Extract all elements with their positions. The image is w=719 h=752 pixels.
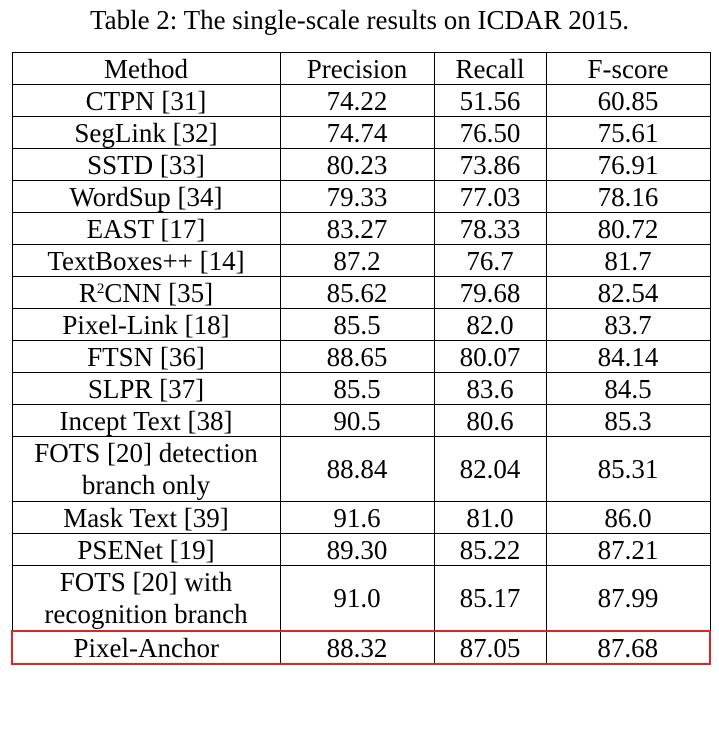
fscore-cell: 60.85	[545, 84, 711, 117]
method-line-2: recognition branch	[44, 599, 248, 629]
recall-cell: 82.04	[433, 436, 547, 502]
fscore-cell: 75.61	[545, 116, 711, 149]
precision-cell: 80.23	[279, 148, 435, 181]
fscore-cell: 84.14	[545, 340, 711, 373]
table-row: Mask Text [39] 91.6 81.0 86.0	[11, 501, 711, 534]
method-cell: EAST [17]	[11, 212, 281, 245]
recall-cell: 87.05	[433, 630, 547, 665]
recall-cell: 73.86	[433, 148, 547, 181]
method-line-1: FOTS [20] with	[59, 567, 233, 597]
recall-cell: 76.50	[433, 116, 547, 149]
column-header-fscore: F-score	[545, 52, 711, 85]
method-cell: Incept Text [38]	[11, 404, 281, 437]
precision-cell: 87.2	[279, 244, 435, 277]
precision-cell: 85.5	[279, 372, 435, 405]
table-row: Pixel-Link [18] 85.5 82.0 83.7	[11, 308, 711, 341]
precision-cell: 74.22	[279, 84, 435, 117]
recall-cell: 76.7	[433, 244, 547, 277]
precision-cell: 88.65	[279, 340, 435, 373]
column-header-precision: Precision	[279, 52, 435, 85]
recall-cell: 77.03	[433, 180, 547, 213]
fscore-cell: 83.7	[545, 308, 711, 341]
table-caption: Table 2: The single-scale results on ICD…	[89, 5, 629, 35]
table-row: SLPR [37] 85.5 83.6 84.5	[11, 372, 711, 405]
method-prefix: R	[78, 277, 97, 308]
method-cell: FTSN [36]	[11, 340, 281, 373]
method-cell: FOTS [20] with recognition branch	[11, 565, 281, 632]
recall-cell: 85.22	[433, 533, 547, 566]
precision-cell: 74.74	[279, 116, 435, 149]
precision-cell: 90.5	[279, 404, 435, 437]
precision-cell: 89.30	[279, 533, 435, 566]
fscore-cell: 85.31	[545, 436, 711, 502]
method-cell: Mask Text [39]	[11, 501, 281, 534]
precision-cell: 88.32	[279, 630, 435, 665]
fscore-cell: 80.72	[545, 212, 711, 245]
fscore-cell: 81.7	[545, 244, 711, 277]
precision-cell: 88.84	[279, 436, 435, 502]
method-cell: SSTD [33]	[11, 148, 281, 181]
recall-cell: 80.07	[433, 340, 547, 373]
precision-cell: 85.62	[279, 276, 435, 309]
precision-cell: 85.5	[279, 308, 435, 341]
method-cell: CTPN [31]	[11, 84, 281, 117]
method-cell: SLPR [37]	[11, 372, 281, 405]
recall-cell: 78.33	[433, 212, 547, 245]
table-row: FOTS [20] with recognition branch 91.0 85…	[11, 565, 711, 632]
method-cell: FOTS [20] detection branch only	[11, 436, 281, 502]
table-row: TextBoxes++ [14] 87.2 76.7 81.7	[11, 244, 711, 277]
method-line-1: FOTS [20] detection	[34, 438, 258, 468]
table-row: FTSN [36] 88.65 80.07 84.14	[11, 340, 711, 373]
fscore-cell: 84.5	[545, 372, 711, 405]
method-cell: SegLink [32]	[11, 116, 281, 149]
fscore-cell: 78.16	[545, 180, 711, 213]
fscore-cell: 76.91	[545, 148, 711, 181]
table-row: CTPN [31] 74.22 51.56 60.85	[11, 84, 711, 117]
method-cell: R2CNN [35]	[11, 276, 281, 309]
recall-cell: 85.17	[433, 565, 547, 632]
fscore-cell: 82.54	[545, 276, 711, 309]
method-cell: WordSup [34]	[11, 180, 281, 213]
method-line-2: branch only	[81, 470, 211, 500]
table-row: R2CNN [35] 85.62 79.68 82.54	[11, 276, 711, 309]
recall-cell: 51.56	[433, 84, 547, 117]
table-row: WordSup [34] 79.33 77.03 78.16	[11, 180, 711, 213]
recall-cell: 83.6	[433, 372, 547, 405]
results-table: Method Precision Recall F-score CTPN [31…	[11, 52, 711, 665]
header-row: Method Precision Recall F-score	[11, 52, 711, 85]
table-row: EAST [17] 83.27 78.33 80.72	[11, 212, 711, 245]
method-cell: Pixel-Anchor	[11, 630, 281, 665]
table-row: PSENet [19] 89.30 85.22 87.21	[11, 533, 711, 566]
method-cell: TextBoxes++ [14]	[11, 244, 281, 277]
column-header-recall: Recall	[433, 52, 547, 85]
highlighted-row: Pixel-Anchor 88.32 87.05 87.68	[11, 630, 711, 665]
recall-cell: 79.68	[433, 276, 547, 309]
precision-cell: 79.33	[279, 180, 435, 213]
method-suffix: CNN [35]	[104, 277, 214, 308]
precision-cell: 83.27	[279, 212, 435, 245]
table-row: SegLink [32] 74.74 76.50 75.61	[11, 116, 711, 149]
fscore-cell: 87.99	[545, 565, 711, 632]
recall-cell: 80.6	[433, 404, 547, 437]
column-header-method: Method	[11, 52, 281, 85]
method-superscript: 2	[96, 280, 105, 297]
fscore-cell: 85.3	[545, 404, 711, 437]
precision-cell: 91.6	[279, 501, 435, 534]
fscore-cell: 87.21	[545, 533, 711, 566]
table-row: SSTD [33] 80.23 73.86 76.91	[11, 148, 711, 181]
table-row: Incept Text [38] 90.5 80.6 85.3	[11, 404, 711, 437]
recall-cell: 81.0	[433, 501, 547, 534]
precision-cell: 91.0	[279, 565, 435, 632]
fscore-cell: 86.0	[545, 501, 711, 534]
table-row: FOTS [20] detection branch only 88.84 82.…	[11, 436, 711, 502]
fscore-cell: 87.68	[545, 630, 711, 665]
method-cell: Pixel-Link [18]	[11, 308, 281, 341]
method-cell: PSENet [19]	[11, 533, 281, 566]
recall-cell: 82.0	[433, 308, 547, 341]
